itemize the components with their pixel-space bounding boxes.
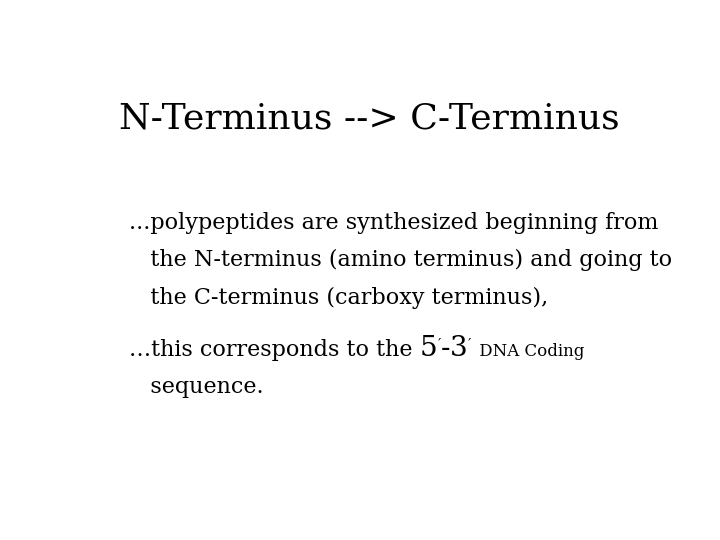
Text: the C-terminus (carboxy terminus),: the C-terminus (carboxy terminus), xyxy=(129,287,549,309)
Text: N-Terminus --> C-Terminus: N-Terminus --> C-Terminus xyxy=(119,102,619,136)
Text: the N-terminus (amino terminus) and going to: the N-terminus (amino terminus) and goin… xyxy=(129,249,672,271)
Text: 5: 5 xyxy=(420,335,437,362)
Text: ...polypeptides are synthesized beginning from: ...polypeptides are synthesized beginnin… xyxy=(129,212,658,234)
Text: ′: ′ xyxy=(437,338,441,352)
Text: DNA Coding: DNA Coding xyxy=(474,343,585,360)
Text: 3: 3 xyxy=(450,335,468,362)
Text: ′: ′ xyxy=(468,338,472,352)
Text: sequence.: sequence. xyxy=(129,376,264,399)
Text: …this corresponds to the: …this corresponds to the xyxy=(129,339,420,361)
Text: -: - xyxy=(441,335,450,362)
